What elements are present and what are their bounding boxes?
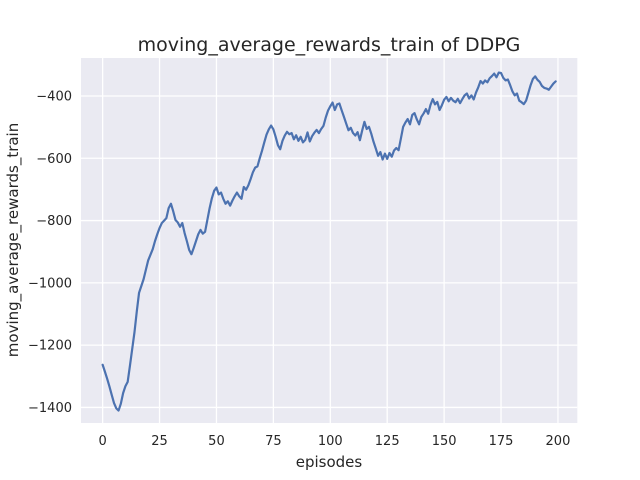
plot-area: 0 25 50 75 100 125 150 175 200 −400 −600 −800 −1000 −…	[28, 58, 578, 449]
x-tick-label: 100	[318, 434, 343, 449]
x-tick-label: 175	[489, 434, 514, 449]
y-tick-label: −600	[36, 152, 72, 167]
y-tick-label: −400	[36, 89, 72, 104]
x-tick-label: 125	[375, 434, 400, 449]
y-tick-label: −1400	[28, 401, 72, 416]
y-axis-label: moving_average_rewards_train	[4, 123, 23, 357]
plot-background	[81, 58, 578, 423]
chart-title: moving_average_rewards_train of DDPG	[138, 34, 521, 56]
y-tick-label: −1000	[28, 276, 72, 291]
x-tick-label: 0	[98, 434, 106, 449]
x-tick-label: 50	[208, 434, 225, 449]
x-tick-label: 200	[546, 434, 571, 449]
x-tick-label: 25	[151, 434, 168, 449]
y-tick-label: −800	[36, 214, 72, 229]
y-tick-label: −1200	[28, 339, 72, 354]
series-line	[101, 71, 557, 412]
x-axis-label: episodes	[296, 453, 363, 471]
x-tick-label: 75	[265, 434, 282, 449]
x-tick-label: 150	[432, 434, 457, 449]
